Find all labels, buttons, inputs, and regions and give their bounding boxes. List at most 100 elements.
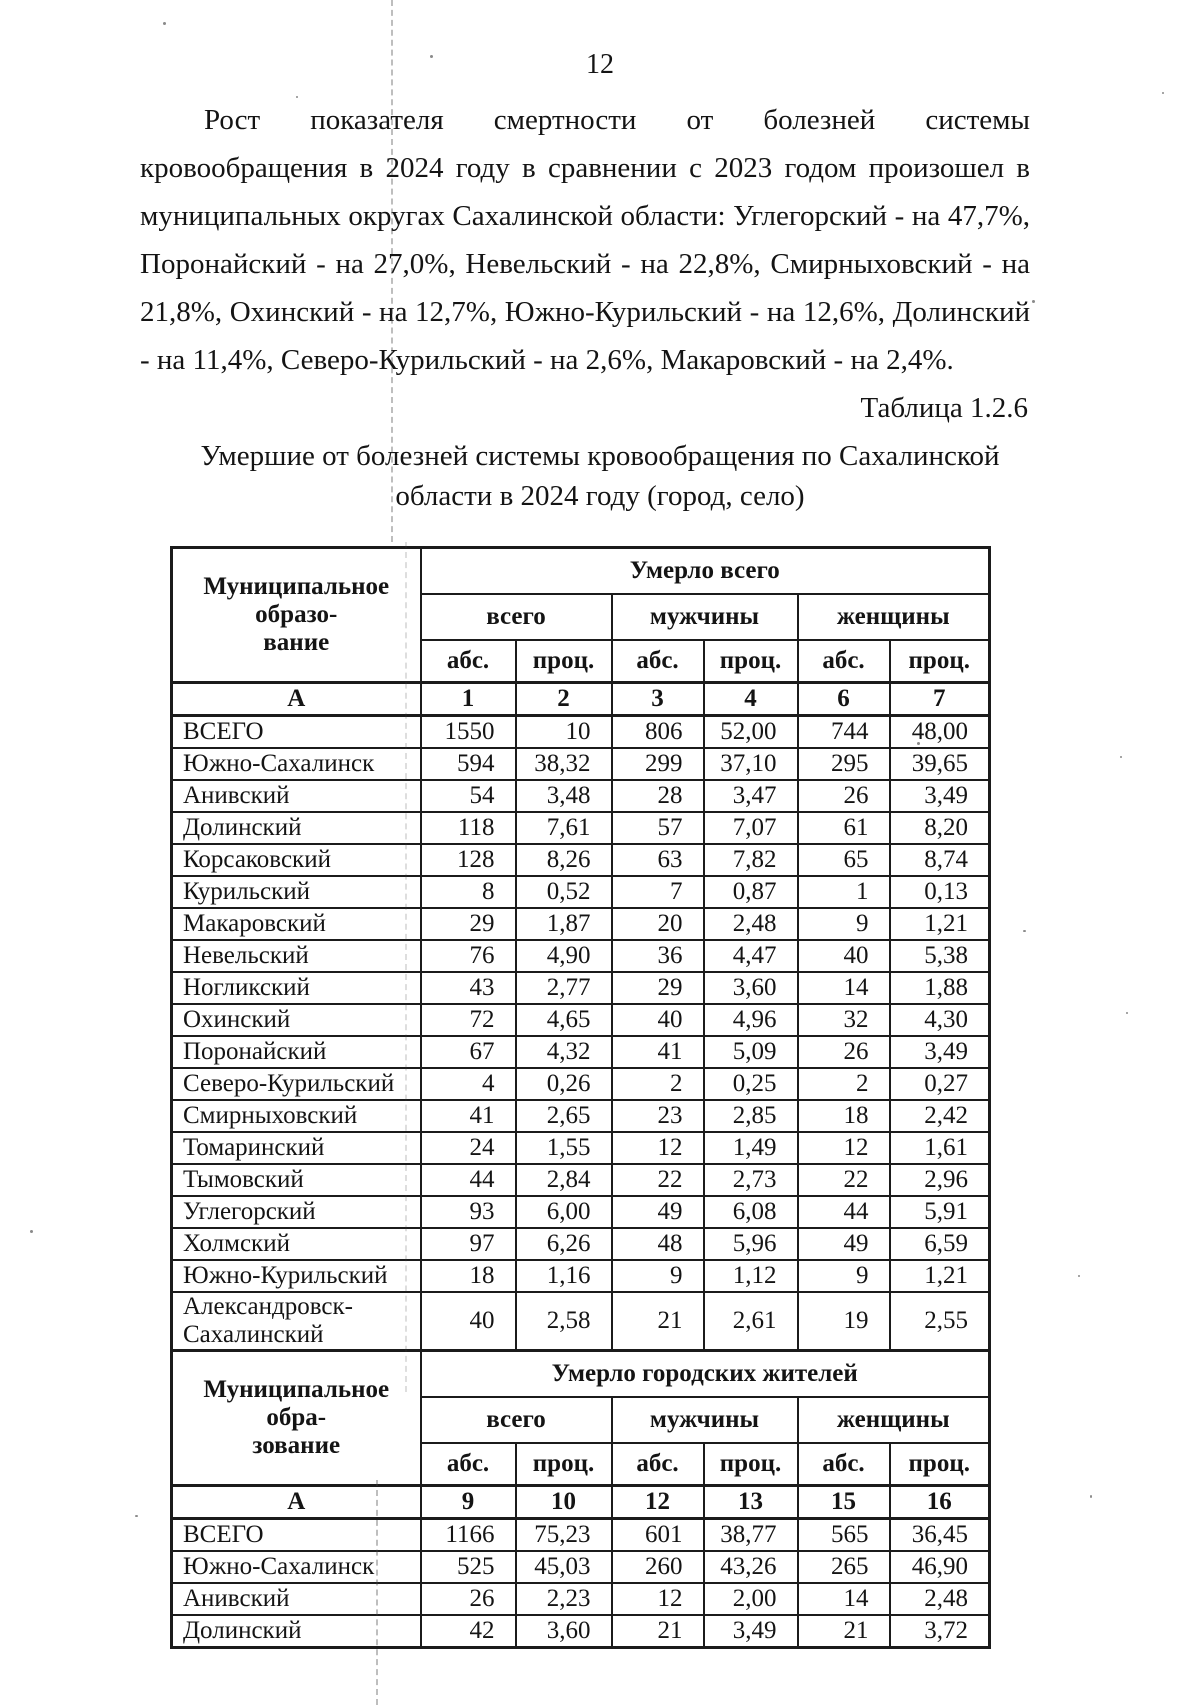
value-cell: 806 [610,714,705,749]
value-cell: 9 [610,1259,705,1293]
municipality-name: Курильский [170,875,422,909]
value-cell: 4,32 [514,1035,613,1069]
value-cell: 40 [796,939,891,973]
scan-speck [135,1515,138,1517]
column-letter: 15 [796,1484,891,1520]
column-letter: А [170,681,422,717]
municipality-name: Охинский [170,1003,422,1037]
measure-header: проц. [888,1442,991,1487]
municipality-name: Смирныховский [170,1099,422,1133]
value-cell: 9 [796,1259,891,1293]
value-cell: 61 [796,811,891,845]
measure-header: проц. [888,639,991,684]
measure-header: проц. [702,1442,799,1487]
value-cell: 67 [419,1035,517,1069]
value-cell: 42 [419,1614,517,1649]
scan-speck [640,360,642,362]
value-cell: 19 [796,1291,891,1352]
table-row: ВСЕГО 1166 75,23 601 38,77 565 36,45 [170,1517,991,1552]
mortality-table-body: Муниципальное образо- вание Умерло всего в… [170,546,991,1649]
value-cell: 72 [419,1003,517,1037]
table-row: Южно-Курильский 18 1,16 9 1,12 9 1,21 [170,1259,991,1293]
column-letter: 4 [702,681,799,717]
value-cell: 24 [419,1131,517,1165]
document-page: 12 Рост показателя смертности от болезне… [140,49,1030,1649]
value-cell: 20 [610,907,705,941]
municipality-name: Южно-Сахалинск [170,747,422,781]
municipality-name: Углегорский [170,1195,422,1229]
column-letter: 1 [419,681,517,717]
value-cell: 38,32 [514,747,613,781]
value-cell: 6,08 [702,1195,799,1229]
value-cell: 9 [796,907,891,941]
subgroup-header: женщины [796,593,991,641]
value-cell: 10 [514,714,613,749]
table-row: Тымовский 44 2,84 22 2,73 22 2,96 [170,1163,991,1197]
table-row: Долинский 42 3,60 21 3,49 21 3,72 [170,1614,991,1649]
value-cell: 5,91 [888,1195,991,1229]
value-cell: 3,48 [514,779,613,813]
municipality-name: Анивский [170,1582,422,1616]
column-letter-row: А 9 10 12 13 15 16 [170,1484,991,1520]
value-cell: 18 [796,1099,891,1133]
table-row: Южно-Сахалинск 525 45,03 260 43,26 265 46,90 [170,1550,991,1584]
municipality-name: Северо-Курильский [170,1067,422,1101]
value-cell: 1,49 [702,1131,799,1165]
value-cell: 23 [610,1099,705,1133]
value-cell: 63 [610,843,705,877]
value-cell: 57 [610,811,705,845]
value-cell: 265 [796,1550,891,1584]
table-row: Анивский 54 3,48 28 3,47 26 3,49 [170,779,991,813]
measure-header: абс. [610,1442,705,1487]
page-number: 12 [586,49,614,80]
value-cell: 29 [419,907,517,941]
value-cell: 4,30 [888,1003,991,1037]
municipality-column-header: Муниципальное обра- зование [170,1349,422,1487]
value-cell: 43,26 [702,1550,799,1584]
column-letter: А [170,1484,422,1520]
value-cell: 26 [796,779,891,813]
measure-header: абс. [796,639,891,684]
table-row: Углегорский 93 6,00 49 6,08 44 5,91 [170,1195,991,1229]
value-cell: 0,13 [888,875,991,909]
value-cell: 12 [796,1131,891,1165]
measure-header: абс. [610,639,705,684]
value-cell: 8,74 [888,843,991,877]
municipality-name: Долинский [170,1614,422,1649]
value-cell: 1,12 [702,1259,799,1293]
column-letter: 7 [888,681,991,717]
value-cell: 6,00 [514,1195,613,1229]
measure-header: проц. [514,639,613,684]
value-cell: 44 [796,1195,891,1229]
value-cell: 1166 [419,1517,517,1552]
table-row: Северо-Курильский 4 0,26 2 0,25 2 0,27 [170,1067,991,1101]
value-cell: 2 [610,1067,705,1101]
column-letter: 9 [419,1484,517,1520]
municipality-name: Невельский [170,939,422,973]
value-cell: 601 [610,1517,705,1552]
value-cell: 299 [610,747,705,781]
value-cell: 65 [796,843,891,877]
scan-speck [1023,930,1026,932]
value-cell: 2,48 [702,907,799,941]
value-cell: 41 [610,1035,705,1069]
subgroup-header: мужчины [610,593,799,641]
value-cell: 4,96 [702,1003,799,1037]
value-cell: 1,88 [888,971,991,1005]
scan-speck [917,742,920,745]
value-cell: 6,26 [514,1227,613,1261]
value-cell: 97 [419,1227,517,1261]
value-cell: 22 [796,1163,891,1197]
municipality-name: Южно-Курильский [170,1259,422,1293]
table-row: Невельский 76 4,90 36 4,47 40 5,38 [170,939,991,973]
scan-speck [30,1230,33,1233]
value-cell: 0,27 [888,1067,991,1101]
value-cell: 46,90 [888,1550,991,1584]
measure-header: абс. [419,639,517,684]
value-cell: 8,20 [888,811,991,845]
value-cell: 49 [796,1227,891,1261]
value-cell: 36 [610,939,705,973]
table-subheader-row: всего мужчины женщины [172,1396,991,1444]
scan-speck [1126,1012,1128,1014]
